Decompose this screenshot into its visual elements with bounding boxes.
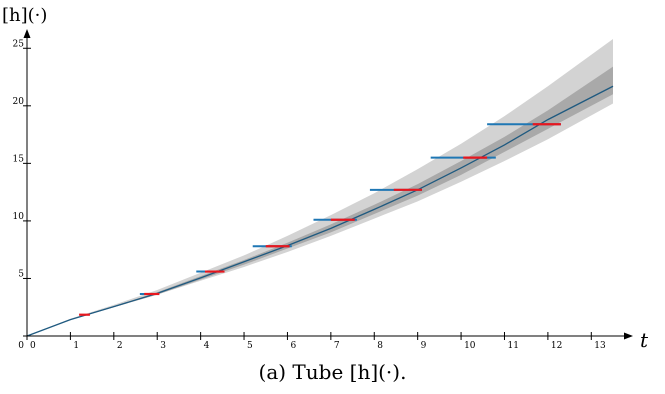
trajectory-lines (26, 85, 614, 337)
x-tick-label-13: 13 (594, 341, 606, 351)
x-tick-label-0: 0 (30, 341, 36, 351)
x-tick-label-1: 1 (73, 341, 79, 351)
y-tick-label-10: 10 (13, 212, 25, 222)
y-tick-label-5: 5 (18, 269, 24, 279)
outer-tube-area (27, 39, 613, 336)
interval-segments (79, 123, 561, 316)
x-tick-label-3: 3 (160, 341, 166, 351)
y-axis-arrow-icon (23, 29, 31, 38)
y-tick-label-25: 25 (13, 39, 25, 49)
x-tick-label-7: 7 (334, 341, 340, 351)
y-ticks: 0 5 10 15 20 25 (13, 39, 31, 351)
y-tick-label-20: 20 (13, 97, 25, 107)
x-tick-label-2: 2 (117, 341, 123, 351)
y-tick-label-0: 0 (18, 341, 24, 351)
figure-caption: (a) Tube [h](·). (258, 360, 407, 384)
x-tick-label-11: 11 (507, 341, 518, 351)
x-tick-label-8: 8 (377, 341, 383, 351)
y-tick-label-15: 15 (13, 154, 25, 164)
tube-areas (27, 39, 613, 336)
x-ticks: 0 1 2 3 4 5 6 7 8 9 10 11 12 13 (26, 332, 606, 351)
x-tick-label-10: 10 (464, 341, 476, 351)
trajectory-line (26, 85, 614, 337)
x-tick-label-9: 9 (421, 341, 427, 351)
x-tick-label-5: 5 (247, 341, 253, 351)
x-axis-arrow-icon (624, 332, 633, 340)
x-tick-label-4: 4 (204, 341, 210, 351)
x-tick-label-6: 6 (290, 341, 296, 351)
x-tick-label-12: 12 (551, 341, 562, 351)
x-axis-label: t (640, 328, 649, 352)
y-axis-label: [h](·) (2, 5, 47, 26)
